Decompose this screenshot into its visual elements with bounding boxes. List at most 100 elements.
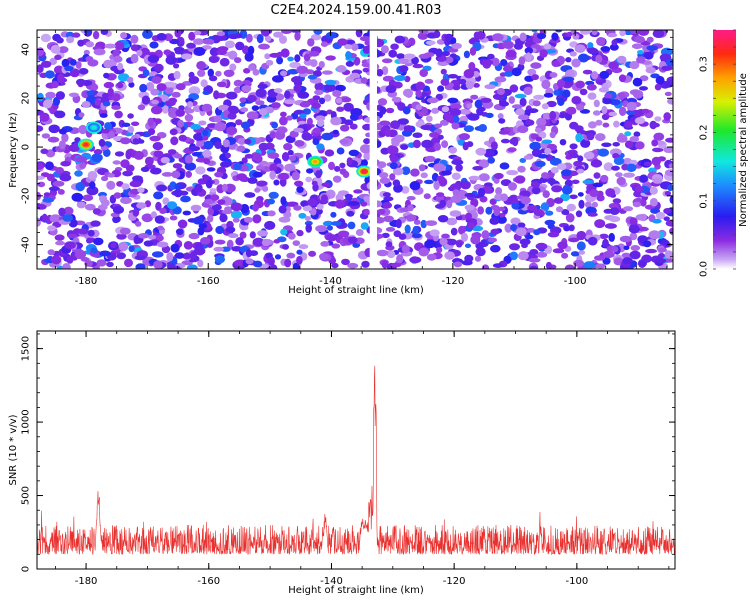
heatmap-blob	[75, 182, 85, 192]
heatmap-blob	[376, 249, 389, 257]
heatmap-blob	[150, 167, 162, 175]
heatmap-blob	[601, 105, 608, 115]
heatmap-blob	[499, 101, 509, 107]
heatmap-blob	[216, 31, 226, 37]
heatmap-blob	[170, 243, 180, 253]
heatmap-blob	[46, 173, 55, 182]
heatmap-blob	[340, 124, 350, 132]
heatmap-feature-2	[312, 159, 318, 164]
heatmap-blob	[577, 192, 584, 197]
heatmap-blob	[362, 45, 371, 54]
heatmap-blob	[648, 230, 661, 240]
heatmap-blob	[106, 180, 116, 190]
heatmap-blob	[555, 206, 564, 213]
heatmap-blob	[631, 43, 643, 49]
heatmap-blob	[464, 192, 476, 198]
heatmap-blob	[269, 131, 277, 139]
heatmap-blob	[502, 40, 514, 49]
heatmap-blob	[450, 103, 462, 110]
heatmap-blob	[133, 150, 144, 160]
heatmap-blob	[587, 42, 594, 49]
heatmap-blob	[667, 97, 673, 105]
heatmap-blob	[90, 83, 99, 91]
heatmap-blob	[143, 240, 154, 247]
heatmap-blob	[306, 198, 318, 207]
heatmap-blob	[591, 30, 598, 36]
heatmap-blob	[272, 75, 284, 83]
heatmap-blob	[394, 35, 406, 44]
heatmap-blob	[507, 147, 517, 153]
heatmap-blob	[289, 61, 301, 69]
heatmap-blob	[577, 155, 584, 162]
heatmap-blob	[90, 247, 98, 254]
heatmap-blob	[348, 201, 360, 206]
heatmap-blob	[330, 221, 342, 226]
heatmap-blob	[545, 210, 554, 216]
heatmap-blob	[561, 252, 569, 259]
heatmap-blob	[536, 32, 547, 40]
heatmap-blob	[334, 165, 341, 172]
heatmap-blob	[437, 134, 444, 140]
heatmap-blob	[571, 179, 580, 184]
heatmap-blob	[163, 81, 176, 88]
heatmap-blob	[586, 132, 595, 141]
heatmap-blob	[186, 264, 198, 269]
heatmap-blob	[664, 258, 673, 263]
heatmap-blob	[420, 124, 432, 131]
heatmap-blob	[398, 233, 407, 240]
heatmap-blob	[223, 69, 235, 78]
heatmap-blob	[42, 197, 55, 203]
heatmap-blob	[637, 226, 649, 232]
heatmap-blob	[40, 148, 49, 155]
heatmap-blob	[74, 170, 83, 177]
heatmap-blob	[451, 172, 461, 180]
heatmap-blob	[113, 55, 123, 63]
heatmap-blob	[159, 207, 167, 214]
heatmap-blob	[411, 233, 422, 239]
heatmap-blob	[111, 105, 121, 110]
heatmap-blob	[267, 256, 275, 266]
snr-y-tick-label: 1000	[21, 409, 32, 434]
heatmap-blob	[523, 86, 533, 96]
heatmap-blob	[611, 246, 619, 253]
heatmap-blob	[82, 194, 94, 202]
heatmap-blob	[633, 131, 641, 137]
heatmap-blob	[37, 175, 45, 180]
heatmap-blob	[102, 92, 109, 99]
heatmap-blob	[252, 237, 265, 247]
heatmap-blob	[511, 104, 523, 109]
heatmap-blob	[331, 243, 341, 249]
heatmap-blob	[377, 208, 386, 215]
heatmap-blob	[252, 260, 263, 268]
heatmap-blob	[655, 258, 667, 264]
heatmap-blob	[261, 238, 271, 247]
heatmap-blob	[140, 47, 151, 57]
heatmap-blob	[112, 205, 124, 214]
heatmap-blob	[417, 32, 429, 40]
heatmap-blob	[503, 70, 514, 77]
heatmap-blob	[541, 79, 551, 90]
heatmap-blob	[575, 133, 583, 143]
heatmap-blob	[551, 60, 560, 67]
heatmap-blob	[101, 199, 110, 207]
heatmap-blob	[447, 74, 459, 79]
heatmap-blob	[478, 124, 488, 132]
heatmap-blob	[315, 115, 326, 122]
heatmap-blob	[273, 88, 283, 94]
heatmap-blob	[277, 126, 288, 134]
heatmap-blob	[396, 53, 405, 60]
heatmap-blob	[155, 201, 162, 211]
heatmap-blob	[580, 30, 591, 35]
snr-panel: -180 -160 -140 -120 -100 0 500 1000 1500 Height…	[8, 330, 676, 596]
heatmap-blob	[292, 240, 301, 247]
heatmap-blob	[595, 119, 603, 126]
heatmap-blob	[360, 222, 369, 230]
snr-x-tick-label: -100	[565, 576, 588, 587]
heatmap-blob	[326, 234, 338, 242]
heatmap-blob	[87, 229, 95, 237]
heatmap-blob	[152, 251, 164, 258]
heatmap-blob	[444, 38, 451, 47]
heatmap-cells	[37, 30, 673, 269]
heatmap-blob	[335, 97, 343, 104]
heatmap-blob	[312, 95, 321, 101]
